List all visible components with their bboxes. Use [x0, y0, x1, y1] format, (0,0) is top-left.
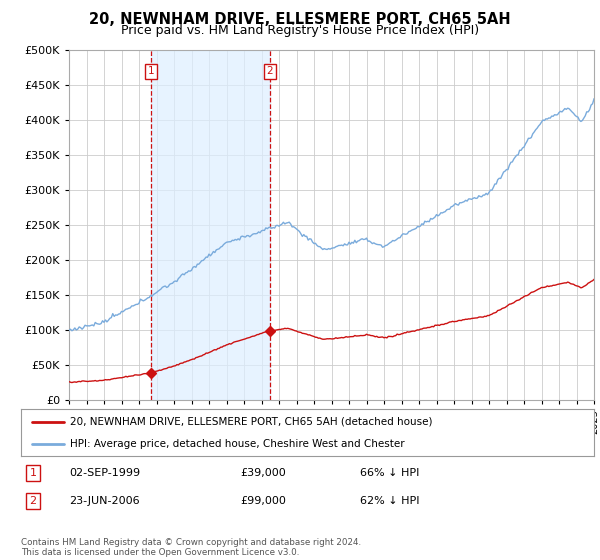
Bar — [151, 50, 270, 400]
Text: HPI: Average price, detached house, Cheshire West and Chester: HPI: Average price, detached house, Ches… — [70, 438, 404, 449]
Text: 02-SEP-1999: 02-SEP-1999 — [69, 468, 140, 478]
Text: Price paid vs. HM Land Registry's House Price Index (HPI): Price paid vs. HM Land Registry's House … — [121, 24, 479, 36]
Text: Contains HM Land Registry data © Crown copyright and database right 2024.
This d: Contains HM Land Registry data © Crown c… — [21, 538, 361, 557]
Text: 1: 1 — [148, 67, 154, 76]
Text: 23-JUN-2006: 23-JUN-2006 — [69, 496, 140, 506]
Text: 20, NEWNHAM DRIVE, ELLESMERE PORT, CH65 5AH (detached house): 20, NEWNHAM DRIVE, ELLESMERE PORT, CH65 … — [70, 417, 432, 427]
Text: 62% ↓ HPI: 62% ↓ HPI — [360, 496, 419, 506]
Text: 2: 2 — [266, 67, 273, 76]
Text: 20, NEWNHAM DRIVE, ELLESMERE PORT, CH65 5AH: 20, NEWNHAM DRIVE, ELLESMERE PORT, CH65 … — [89, 12, 511, 27]
Text: 66% ↓ HPI: 66% ↓ HPI — [360, 468, 419, 478]
Text: £99,000: £99,000 — [240, 496, 286, 506]
Text: 1: 1 — [29, 468, 37, 478]
Text: 2: 2 — [29, 496, 37, 506]
Text: £39,000: £39,000 — [240, 468, 286, 478]
